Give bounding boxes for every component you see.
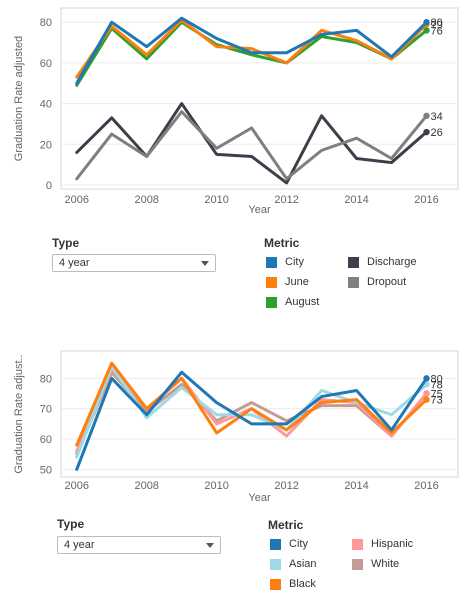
y-axis-label: Graduation Rate adjust.. (13, 354, 25, 473)
end-point-hispanic (423, 390, 430, 397)
metric-legend-title: Metric (264, 236, 300, 250)
legend-label: Discharge (367, 256, 417, 268)
legend-item-black[interactable]: Black (270, 576, 316, 592)
series-line-city (75, 370, 429, 471)
type-dropdown[interactable]: 4 year (52, 254, 216, 272)
series-line-discharge (75, 102, 429, 185)
x-tick-label: 2012 (274, 480, 298, 492)
end-point-discharge (423, 128, 430, 136)
legend-item-city[interactable]: City (266, 254, 304, 270)
legend-item-august[interactable]: August (266, 294, 319, 310)
series-line-june (75, 18, 429, 79)
legend-item-city[interactable]: City (270, 536, 308, 552)
legend-item-discharge[interactable]: Discharge (348, 254, 417, 270)
legend-label: August (285, 296, 320, 308)
legend-swatch (352, 558, 363, 570)
end-label-city: 80 (431, 17, 443, 29)
end-point-city (423, 375, 430, 382)
chevron-down-icon (201, 261, 209, 266)
legend-swatch (270, 578, 281, 590)
legend-item-hispanic[interactable]: Hispanic (352, 536, 413, 552)
y-tick-label: 50 (40, 464, 52, 476)
y-tick-label: 60 (40, 58, 52, 70)
metric-legend-title: Metric (268, 518, 304, 532)
x-tick-label: 2010 (204, 480, 228, 492)
x-axis-label: Year (248, 204, 271, 216)
legend-label: Asian (289, 558, 317, 570)
legend-swatch (352, 538, 363, 550)
end-label-black: 73 (431, 395, 443, 407)
end-label-city: 80 (431, 373, 443, 385)
y-tick-label: 80 (40, 17, 52, 29)
end-label-hispanic: 75 (431, 389, 443, 401)
end-point-city (423, 19, 430, 26)
series-line-black (75, 361, 429, 447)
end-label-asian: 78 (431, 379, 443, 391)
legend-label: White (371, 558, 400, 570)
x-tick-label: 2016 (414, 194, 438, 206)
x-tick-label: 2014 (344, 194, 368, 206)
legend-item-june[interactable]: June (266, 274, 309, 290)
legend-swatch (348, 256, 359, 268)
type-label: Type (52, 236, 80, 250)
y-tick-label: 40 (40, 99, 52, 111)
end-point-dropout (423, 112, 430, 119)
legend-label: Black (289, 578, 316, 590)
end-label-june: 79 (431, 19, 443, 31)
type-dropdown-value: 4 year (64, 539, 95, 551)
legend-swatch (266, 256, 277, 268)
legend-swatch (266, 276, 277, 288)
y-tick-label: 70 (40, 404, 52, 416)
x-axis-label: Year (248, 492, 271, 504)
series-line-city (75, 16, 429, 85)
end-point-august (423, 27, 430, 34)
x-tick-label: 2012 (274, 194, 298, 206)
chart-1: 0 20 40 60 80 2006 2008 2010 2012 2014 2016 Year Gra… (13, 7, 459, 216)
type-label: Type (57, 517, 85, 531)
chevron-down-icon (206, 543, 214, 548)
x-tick-label: 2006 (64, 480, 88, 492)
end-label-august: 76 (431, 25, 443, 37)
legend-label: Dropout (367, 276, 407, 288)
legend-item-white[interactable]: White (352, 556, 399, 572)
legend-swatch (266, 296, 277, 308)
chart-2: 50 60 70 80 2006 2008 2010 2012 2014 2016 Year Grad… (13, 350, 459, 504)
x-tick-label: 2014 (344, 480, 368, 492)
x-tick-label: 2016 (414, 480, 438, 492)
legend-label: June (285, 276, 309, 288)
legend-swatch (348, 276, 359, 288)
legend-swatch (270, 538, 281, 550)
series-line-dropout (75, 110, 429, 181)
end-label-dropout: 34 (431, 111, 443, 123)
x-tick-label: 2010 (204, 194, 228, 206)
y-axis-label: Graduation Rate adjusted (13, 36, 25, 161)
legend-label: City (289, 538, 308, 550)
x-tick-label: 2008 (134, 480, 158, 492)
y-tick-label: 0 (46, 180, 52, 192)
legend-swatch (270, 558, 281, 570)
y-tick-label: 60 (40, 434, 52, 446)
legend-label: City (285, 256, 304, 268)
end-label-discharge: 26 (431, 127, 443, 139)
type-dropdown[interactable]: 4 year (57, 536, 221, 554)
legend-item-dropout[interactable]: Dropout (348, 274, 406, 290)
y-tick-label: 80 (40, 373, 52, 385)
x-tick-label: 2008 (134, 194, 158, 206)
legend-item-asian[interactable]: Asian (270, 556, 317, 572)
x-tick-label: 2006 (64, 194, 88, 206)
y-tick-label: 20 (40, 139, 52, 151)
type-dropdown-value: 4 year (59, 257, 90, 269)
legend-label: Hispanic (371, 538, 414, 550)
end-point-black (423, 396, 430, 403)
